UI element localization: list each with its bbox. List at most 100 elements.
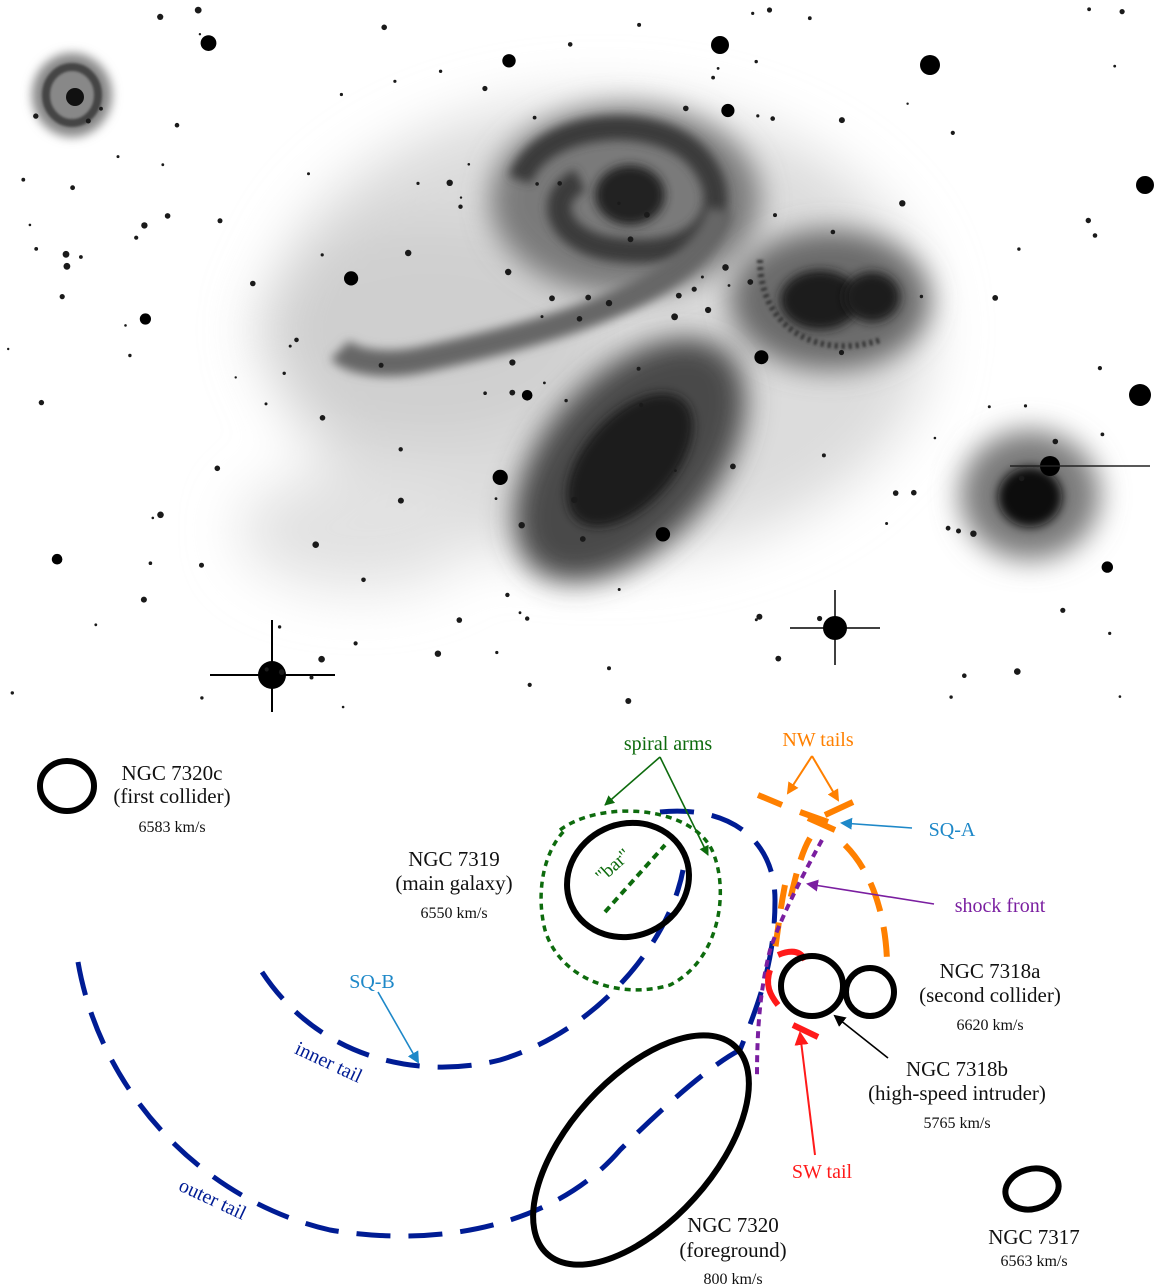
field-star — [214, 465, 221, 472]
field-star — [344, 271, 359, 286]
field-star — [1118, 695, 1122, 698]
field-star — [605, 299, 613, 307]
field-star — [557, 181, 562, 186]
field-star — [754, 59, 758, 64]
field-star — [282, 371, 286, 375]
ngc7320c-name: NGC 7320c — [122, 761, 223, 785]
ngc7320-ellipse — [530, 1032, 752, 1268]
field-star — [28, 223, 32, 227]
ngc7320-role: (foreground) — [679, 1238, 786, 1262]
field-star — [10, 691, 14, 695]
field-star — [722, 264, 729, 271]
field-star — [956, 528, 961, 534]
ngc7320c-role: (first collider) — [113, 784, 230, 808]
field-star — [949, 695, 953, 699]
field-star — [1092, 233, 1098, 238]
field-star — [307, 172, 310, 176]
field-star — [198, 33, 202, 36]
field-star — [585, 294, 592, 301]
field-star — [627, 236, 634, 243]
field-star — [671, 313, 678, 321]
field-star — [458, 204, 463, 209]
sq-b-arrow — [377, 991, 419, 1064]
field-star — [644, 211, 650, 218]
field-star — [518, 522, 525, 529]
field-star — [992, 295, 999, 301]
field-star — [970, 530, 977, 537]
field-star — [467, 163, 471, 166]
field-star — [527, 682, 532, 688]
field-star — [730, 463, 736, 470]
inner-tail-upper-arc — [659, 808, 778, 1051]
ngc7318a-velocity: 6620 km/s — [956, 1017, 1023, 1034]
field-star — [617, 588, 621, 591]
field-star — [157, 511, 164, 519]
field-star — [754, 350, 769, 365]
ngc7320-photo — [514, 338, 746, 582]
ngc7318a-circle — [843, 965, 897, 1019]
ngc7318b-role: (high-speed intruder) — [868, 1081, 1046, 1105]
field-star — [1085, 217, 1092, 224]
ngc7320-velocity: 800 km/s — [703, 1271, 762, 1288]
field-star — [711, 75, 715, 80]
field-star — [161, 163, 165, 167]
inner-tail-label: inner tail — [291, 1037, 366, 1087]
field-star — [540, 315, 544, 319]
ngc7318b-arrow — [833, 1014, 889, 1059]
sw-tail-label: SW tail — [792, 1161, 853, 1183]
field-star — [361, 577, 366, 583]
field-star — [99, 106, 103, 111]
field-star — [838, 117, 845, 124]
field-star — [128, 353, 132, 358]
field-star — [639, 402, 644, 408]
sq-a-label: SQ-A — [929, 819, 976, 841]
field-star — [716, 67, 720, 70]
field-star — [494, 497, 498, 500]
field-star — [381, 24, 388, 31]
field-star — [309, 675, 314, 680]
stephans-quintet-negative-image — [7, 6, 1154, 712]
nw-tails-arrow-left — [786, 755, 813, 795]
field-star — [1087, 7, 1091, 12]
outer-tail-path — [75, 961, 742, 1239]
field-star — [63, 262, 71, 270]
field-star — [567, 42, 573, 47]
sw-tail-arrow — [794, 1031, 816, 1156]
field-star — [378, 362, 384, 368]
field-star — [987, 405, 991, 409]
nw-tails-label: NW tails — [782, 729, 854, 751]
field-star — [7, 347, 10, 351]
field-star — [353, 641, 358, 646]
field-star — [495, 650, 499, 655]
field-star — [70, 185, 75, 191]
nw-tails-arrow-right — [811, 755, 840, 802]
field-star — [139, 313, 151, 325]
field-star — [521, 390, 533, 401]
ngc7319-role: (main galaxy) — [395, 871, 512, 895]
field-star — [579, 536, 586, 542]
field-star — [446, 179, 453, 186]
field-star — [459, 196, 463, 199]
field-star — [194, 6, 202, 14]
field-star — [1113, 64, 1117, 68]
field-star — [397, 497, 404, 504]
ngc7320-name: NGC 7320 — [687, 1213, 779, 1237]
annotated-schematic: NGC 7320c (first collider) 6583 km/s NGC… — [37, 729, 1080, 1288]
field-star — [34, 247, 39, 251]
field-star — [38, 399, 45, 406]
field-star — [747, 279, 754, 285]
field-star — [655, 527, 671, 542]
ngc7319-name: NGC 7319 — [408, 847, 500, 871]
field-star — [134, 235, 139, 240]
outer-tail-label: outer tail — [175, 1174, 250, 1224]
field-star — [200, 696, 204, 700]
field-star — [94, 623, 98, 627]
field-star — [1108, 631, 1112, 636]
spiral-arms-arrow-right — [659, 756, 709, 856]
field-star — [509, 359, 516, 366]
field-star — [33, 113, 39, 119]
field-star — [535, 182, 539, 186]
field-star — [116, 155, 120, 159]
field-star — [700, 275, 704, 279]
field-star — [124, 324, 127, 327]
